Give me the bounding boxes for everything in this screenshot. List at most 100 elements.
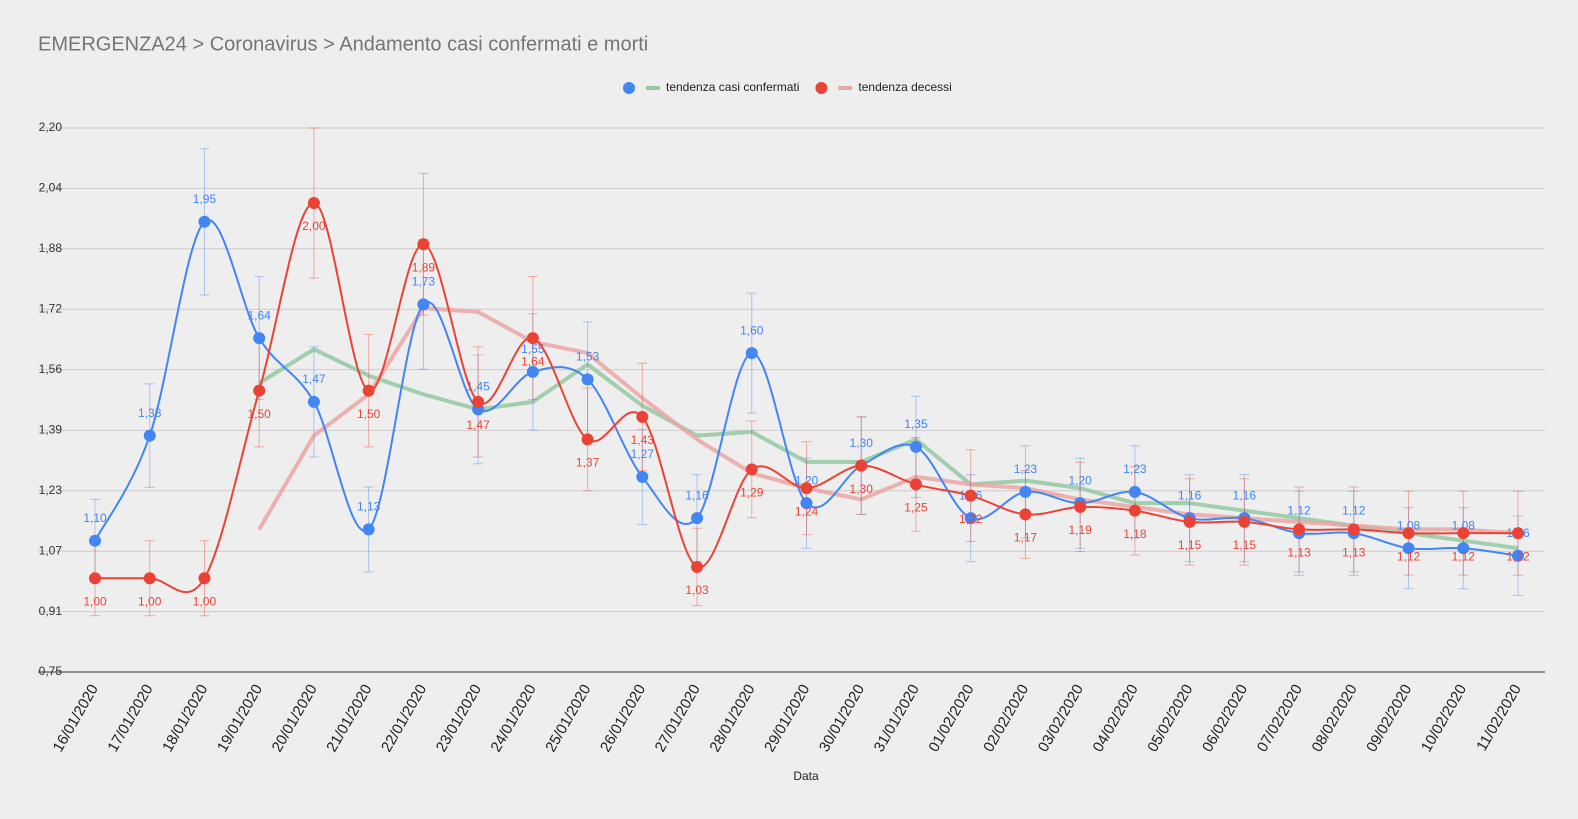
data-point	[472, 395, 485, 408]
y-tick-label: 1,07	[39, 543, 63, 557]
data-point	[636, 410, 649, 423]
data-label: 1,18	[1123, 527, 1147, 541]
x-axis-label: Data	[793, 769, 819, 783]
data-label: 1,12	[1342, 503, 1366, 517]
data-label: 1,16	[1178, 488, 1202, 502]
data-label: 1,27	[631, 447, 655, 461]
y-tick-label: 2,04	[39, 181, 63, 195]
data-point	[1402, 527, 1415, 540]
data-point	[964, 489, 977, 502]
data-label: 1,47	[302, 372, 326, 386]
data-label: 1,19	[1068, 523, 1092, 537]
data-point	[636, 470, 649, 483]
data-point	[253, 332, 266, 345]
data-label: 1,08	[1452, 518, 1476, 532]
data-point	[307, 197, 320, 210]
data-label: 1,60	[740, 323, 764, 337]
trend-line	[257, 306, 1519, 536]
data-point	[909, 478, 922, 491]
data-point	[800, 497, 813, 510]
data-point	[964, 512, 977, 525]
data-label: 1,55	[521, 342, 545, 356]
data-point	[526, 332, 539, 345]
data-point	[581, 373, 594, 386]
data-label: 1,15	[1178, 538, 1202, 552]
data-label: 1,23	[1123, 462, 1147, 476]
data-point	[745, 463, 758, 476]
data-label: 1,20	[795, 473, 819, 487]
data-label: 1,43	[631, 433, 655, 447]
data-label: 1,37	[576, 456, 600, 470]
y-tick-label: 1,23	[39, 483, 63, 497]
data-point	[1293, 523, 1306, 536]
data-point	[307, 395, 320, 408]
data-label: 1,16	[1233, 488, 1257, 502]
data-point	[745, 347, 758, 360]
data-label: 1,89	[412, 260, 436, 274]
y-tick-label: 0,91	[39, 604, 63, 618]
data-point	[89, 534, 101, 547]
y-tick-label: 1,72	[39, 301, 63, 315]
data-point	[362, 523, 375, 536]
data-label: 1,00	[83, 594, 107, 608]
y-tick-label: 1,39	[39, 423, 63, 437]
data-label: 1,53	[576, 350, 600, 364]
data-point	[1457, 542, 1470, 555]
legend-label: tendenza casi confermati	[666, 80, 799, 94]
data-label: 1,00	[138, 594, 162, 608]
series-line	[94, 202, 1518, 593]
data-point	[1183, 515, 1196, 528]
data-label: 1,64	[521, 354, 545, 368]
data-label: 1,15	[1233, 538, 1257, 552]
data-label: 1,00	[193, 594, 217, 608]
legend-label: tendenza decessi	[858, 80, 951, 94]
data-point	[526, 365, 539, 378]
data-label: 1,25	[904, 501, 928, 515]
data-point	[1457, 527, 1470, 540]
data-point	[1074, 500, 1087, 513]
data-point	[198, 572, 211, 585]
data-point	[1019, 508, 1032, 521]
data-label: 1,73	[412, 275, 436, 289]
data-label: 1,12	[1506, 549, 1530, 563]
data-label: 1,50	[357, 407, 381, 421]
data-point	[1512, 527, 1524, 540]
data-point	[800, 482, 813, 495]
data-label: 1,12	[1287, 503, 1311, 517]
data-label: 1,13	[1287, 546, 1311, 560]
data-label: 1,12	[1452, 549, 1476, 563]
data-label: 1,35	[904, 417, 928, 431]
data-point	[1347, 523, 1360, 536]
data-label: 1,29	[740, 486, 764, 500]
y-tick-label: 1,56	[39, 362, 63, 376]
data-label: 1,13	[357, 500, 381, 514]
data-label: 1,20	[1068, 473, 1092, 487]
data-point	[362, 384, 375, 397]
data-point	[143, 572, 156, 585]
data-label: 1,45	[466, 380, 490, 394]
data-point	[581, 433, 594, 446]
data-point	[143, 429, 156, 442]
data-label: 1,30	[850, 436, 874, 450]
data-label: 1,95	[193, 192, 217, 206]
series-line	[94, 219, 1519, 557]
data-label: 1,50	[248, 407, 272, 421]
data-label: 1,47	[466, 418, 490, 432]
data-label: 1,64	[248, 308, 272, 322]
data-label: 1,12	[1397, 549, 1421, 563]
data-point	[691, 512, 704, 525]
data-point	[909, 440, 922, 453]
data-point	[1019, 485, 1032, 498]
y-tick-label: 2,20	[39, 120, 63, 134]
y-tick-label: 0,75	[39, 664, 63, 678]
data-point	[417, 238, 430, 251]
data-label: 1,13	[1342, 546, 1366, 560]
data-point	[691, 560, 704, 573]
data-point	[198, 215, 211, 228]
data-label: 1,17	[1014, 531, 1038, 545]
data-point	[1512, 549, 1524, 562]
chart-title: EMERGENZA24 > Coronavirus > Andamento ca…	[38, 33, 648, 55]
